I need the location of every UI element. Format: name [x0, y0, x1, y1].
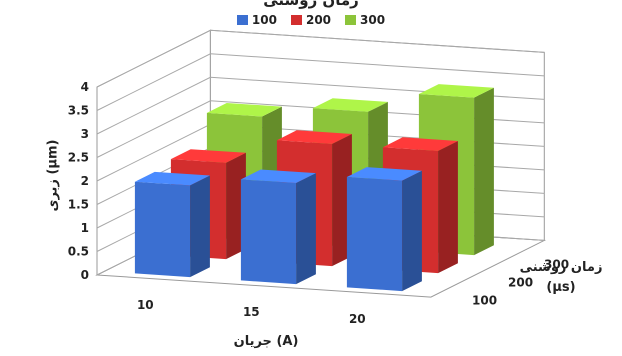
legend-swatch-100 [236, 15, 248, 25]
bar-100-20 [346, 167, 422, 292]
y-tick-label: 4 [81, 80, 89, 94]
legend: 100 200 300 [0, 13, 622, 27]
legend-item-200: 200 [290, 13, 332, 27]
bar-side [402, 170, 422, 292]
z-axis-title: زمان روشنی (µs) [506, 258, 616, 298]
y-tick-label: 1 [81, 221, 89, 235]
chart-bars [134, 84, 494, 292]
bar-side [474, 87, 494, 256]
gridline [96, 29, 545, 88]
y-axis-ticks: 0 0.5 1 1.5 2 2.5 3 3.5 4 [68, 80, 89, 282]
y-tick-label: 2.5 [68, 151, 89, 165]
bar-100-15 [240, 169, 316, 285]
legend-label-200: 200 [305, 13, 332, 27]
bar-top [312, 98, 388, 112]
legend-label-100: 100 [251, 13, 277, 27]
y-tick-label: 1.5 [68, 198, 89, 212]
y-axis-title: زبری (µm) [45, 139, 61, 212]
legend-item-300: 300 [345, 13, 385, 27]
bar-top [382, 137, 458, 151]
bar-top [134, 171, 210, 186]
gridline [96, 53, 545, 111]
z-tick-label: 300 [544, 258, 569, 272]
bar-side [296, 173, 316, 285]
legend-swatch-200 [290, 15, 302, 25]
bar-front [240, 179, 297, 285]
legend-label-300: 300 [360, 13, 386, 27]
bar-top [346, 167, 422, 181]
bar-top [418, 84, 494, 98]
y-tick-label: 0 [81, 268, 89, 282]
y-tick-label: 3.5 [68, 104, 89, 118]
bar-side [438, 141, 458, 274]
x-tick-label: 15 [243, 305, 260, 319]
chart-title: زمان روشنی [263, 0, 359, 9]
z-axis-title-line-1: زمان روشنی [519, 260, 603, 275]
bar-top [276, 130, 352, 144]
bar-side [190, 175, 210, 278]
legend-item-100: 100 [236, 13, 277, 27]
z-tick-label: 200 [508, 276, 533, 290]
x-tick-label: 20 [349, 312, 366, 326]
bar-front [134, 181, 191, 278]
bar-top [170, 149, 246, 163]
y-tick-label: 3 [81, 127, 89, 141]
x-tick-label: 10 [137, 298, 154, 312]
z-tick-label: 100 [472, 294, 497, 308]
y-tick-label: 2 [81, 174, 89, 188]
legend-swatch-300 [345, 15, 357, 25]
bar-front [346, 177, 403, 292]
y-tick-label: 0.5 [68, 245, 89, 259]
category-labels: 10 15 20 100 200 300 [137, 258, 569, 326]
x-axis-title: جریان (A) [233, 334, 299, 349]
z-axis-title-line-2: (µs) [546, 280, 576, 295]
bar-top [240, 169, 316, 183]
bar-top [206, 103, 282, 117]
bar-100-10 [134, 171, 210, 278]
